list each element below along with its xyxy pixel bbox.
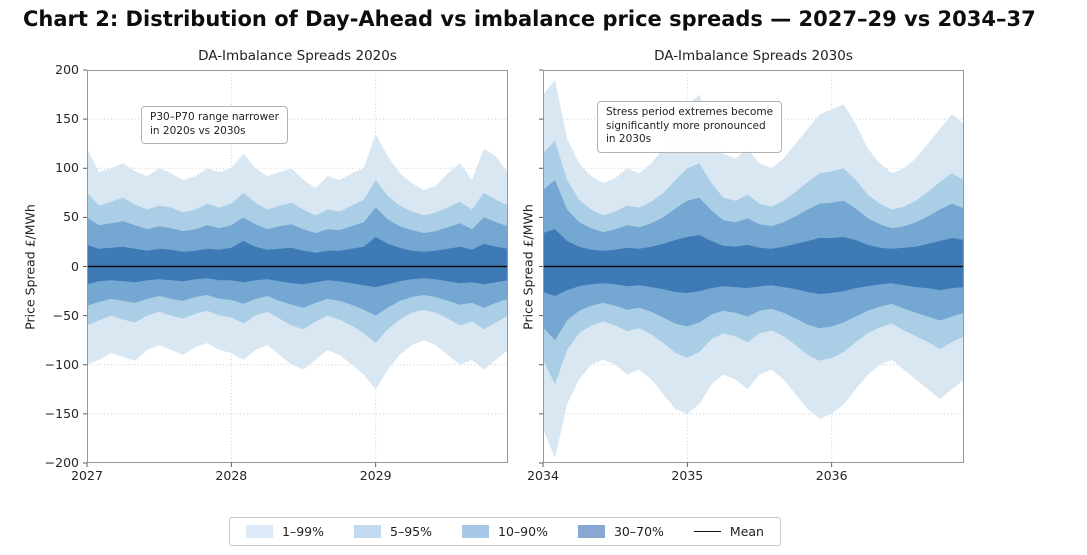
y-tick-label: −50 [52,307,79,323]
x-tick-label: 2035 [671,468,704,483]
legend-label: 30–70% [613,524,664,539]
band-30–70% [87,237,508,288]
y-tick-label: 100 [55,160,79,176]
legend-swatch-icon [462,525,490,538]
x-tick-label: 2028 [215,468,248,483]
legend-label: Mean [729,524,764,539]
legend-item-mean: Mean [693,524,764,539]
legend-swatch-icon [246,525,274,538]
legend-label: 5–95% [390,524,433,539]
x-tick-label: 2034 [527,468,559,483]
chart-panel-2020s: DA-Imbalance Spreads 2020s Price Spread … [23,48,508,483]
y-tick-label: 0 [71,258,79,274]
legend-swatch-icon [577,525,605,538]
legend-label: 10–90% [498,524,548,539]
plot-border [87,70,508,463]
x-tick-label: 2029 [359,468,392,483]
plot-border [543,70,964,463]
y-tick-label: −200 [44,455,79,470]
y-tick-label: 150 [55,111,79,127]
chart-panel-2030s: DA-Imbalance Spreads 2030s Price Spread … [521,48,964,483]
y-tick-label: −150 [44,405,79,421]
y-tick-label: −100 [44,356,79,372]
x-tick-label: 2027 [71,468,103,483]
page-title: Chart 2: Distribution of Day-Ahead vs im… [23,7,1036,31]
y-tick-label: 200 [55,62,79,77]
legend-label: 1–99% [282,524,325,539]
chart-title-2020s: DA-Imbalance Spreads 2020s [198,48,397,64]
annotation-2020s: P30–P70 range narrower in 2020s vs 2030s [141,106,288,145]
chart-title-2030s: DA-Imbalance Spreads 2030s [654,48,853,64]
legend-item-10-90-: 10–90% [462,524,548,539]
legend-item-1-99-: 1–99% [246,524,324,539]
legend-item-30-70-: 30–70% [577,524,664,539]
annotation-2030s: Stress period extremes become significan… [597,101,783,153]
x-tick-label: 2036 [815,468,848,483]
band-30–70% [543,229,964,296]
legend-item-5-95-: 5–95% [354,524,432,539]
legend-swatch-icon [354,525,382,538]
legend-box: 1–99% 5–95% 10–90% 30–70% Mean [229,517,781,546]
y-axis-label-2030s: Price Spread £/MWh [520,203,536,330]
legend: 1–99% 5–95% 10–90% 30–70% Mean [0,517,1010,546]
y-tick-label: 50 [63,209,79,225]
legend-mean-line-icon [693,531,721,532]
